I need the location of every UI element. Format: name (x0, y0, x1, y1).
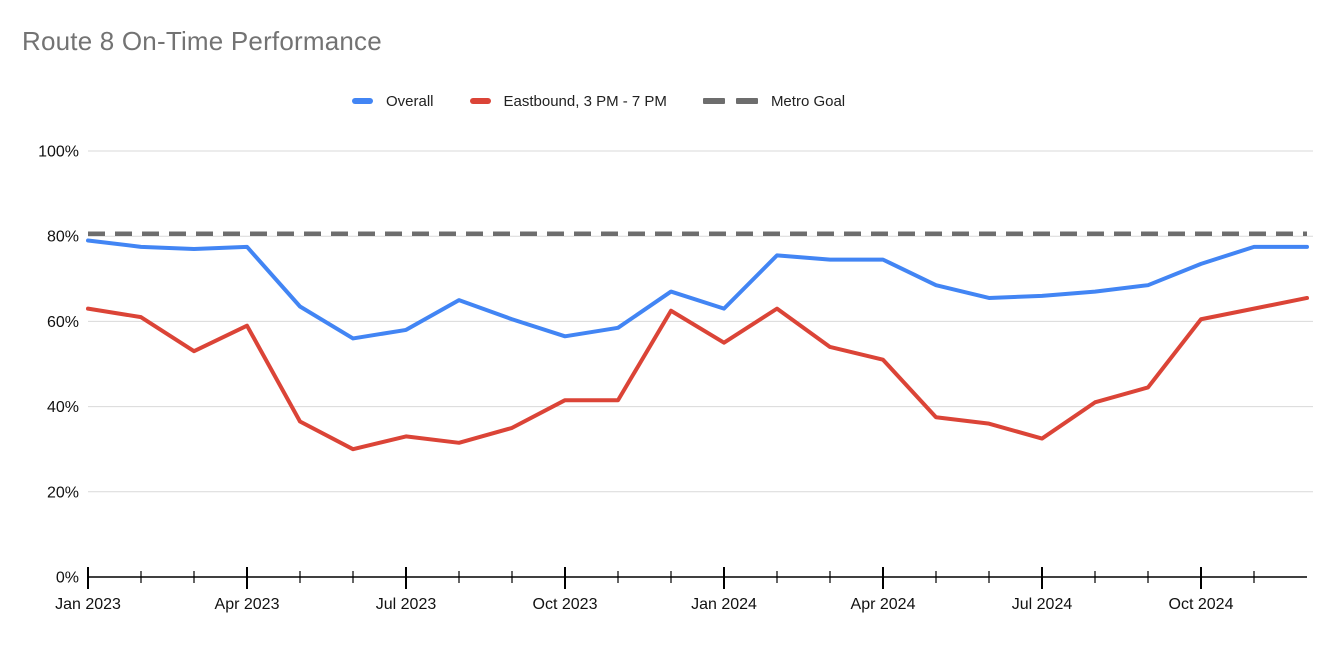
y-axis-label: 40% (47, 399, 79, 416)
y-axis-label: 0% (56, 570, 79, 587)
dash-icon (735, 98, 758, 104)
legend-label-eastbound: Eastbound, 3 PM - 7 PM (503, 92, 667, 110)
x-axis-label: Oct 2023 (533, 596, 598, 613)
legend-swatch-eastbound (469, 98, 491, 104)
dash-icon (702, 98, 725, 104)
x-axis-label: Jan 2023 (55, 596, 121, 613)
legend-label-overall: Overall (386, 92, 434, 110)
x-axis-label: Jan 2024 (691, 596, 757, 613)
x-axis-label: Apr 2023 (215, 596, 280, 613)
y-axis-label: 20% (47, 484, 79, 501)
chart-legend: Overall Eastbound, 3 PM - 7 PM Metro Goa… (352, 90, 845, 112)
series-line-0 (86, 238, 1309, 341)
series-line-1 (86, 295, 1309, 452)
x-axis-label: Jul 2024 (1012, 596, 1073, 613)
y-axis-label: 80% (47, 229, 79, 246)
x-axis-label: Apr 2024 (851, 596, 916, 613)
legend-item-eastbound: Eastbound, 3 PM - 7 PM (469, 92, 667, 110)
x-axis-label: Jul 2023 (376, 596, 437, 613)
y-axis-label: 100% (38, 144, 79, 161)
legend-label-metro-goal: Metro Goal (770, 92, 846, 110)
y-axis-label: 60% (47, 314, 79, 331)
legend-item-overall: Overall (352, 93, 434, 110)
legend-swatch-metro-goal (702, 98, 758, 104)
legend-swatch-overall (352, 98, 373, 104)
chart-title: Route 8 On-Time Performance (22, 26, 382, 56)
legend-item-metro-goal: Metro Goal (702, 92, 846, 110)
x-axis-label: Oct 2024 (1169, 596, 1234, 613)
